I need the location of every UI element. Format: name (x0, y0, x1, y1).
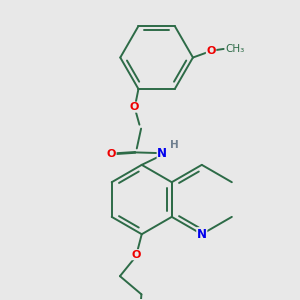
Text: N: N (157, 147, 167, 160)
Text: O: O (131, 250, 140, 260)
Text: O: O (107, 149, 116, 159)
Text: CH₃: CH₃ (225, 44, 244, 54)
Text: O: O (206, 46, 216, 56)
Text: H: H (170, 140, 179, 150)
Text: O: O (130, 102, 139, 112)
Text: N: N (197, 228, 207, 241)
